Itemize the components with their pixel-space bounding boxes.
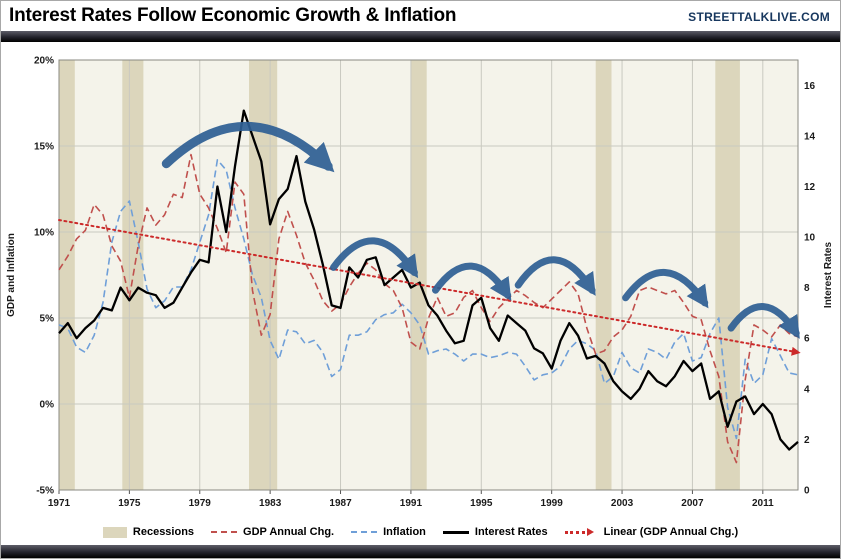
- legend-label-recessions: Recessions: [132, 526, 195, 538]
- x-tick-label: 1991: [400, 498, 423, 509]
- right-tick-label: 2: [804, 435, 810, 446]
- rates-line-swatch: [442, 530, 469, 534]
- plot-area: [59, 60, 798, 490]
- right-tick-label: 0: [804, 486, 810, 497]
- page-title: Interest Rates Follow Economic Growth & …: [9, 5, 457, 26]
- gdp-line: [58, 153, 799, 464]
- brand-watermark: STREETTALKLIVE.COM: [688, 10, 830, 24]
- right-tick-label: 8: [804, 283, 810, 294]
- legend-item-linear: Linear (GDP Annual Chg.): [564, 526, 739, 538]
- left-tick-label: 0%: [40, 400, 55, 411]
- trend-arrowhead-icon: [586, 528, 598, 536]
- top-divider-bar: [1, 31, 840, 42]
- legend-label-gdp: GDP Annual Chg.: [243, 526, 335, 538]
- legend-item-inflation: Inflation: [351, 526, 426, 538]
- right-tick-label: 10: [804, 233, 816, 244]
- x-tick-label: 1983: [259, 498, 282, 509]
- recession-band: [410, 60, 427, 490]
- plot-border: [58, 59, 799, 491]
- x-tick-label: 2011: [752, 498, 774, 509]
- left-tick-label: 10%: [34, 228, 54, 239]
- x-tick-label: 1995: [470, 498, 493, 509]
- trend-line: [58, 219, 801, 356]
- chart-canvas: 1971 1975 1979 1983 1987 1991 1995 1999 2003 2007…: [6, 56, 834, 510]
- legend-label-inflation: Inflation: [383, 526, 426, 538]
- right-tick-label: 16: [804, 81, 816, 92]
- legend-label-linear: Linear (GDP Annual Chg.): [603, 526, 739, 538]
- left-axis-title: GDP and Inflation: [6, 233, 17, 317]
- x-tick-label: 1999: [541, 498, 564, 509]
- gdp-line-swatch: [211, 531, 238, 533]
- legend: Recessions GDP Annual Chg. Inflation Int…: [1, 519, 840, 545]
- recession-band: [595, 60, 612, 490]
- right-tick-label: 12: [804, 182, 816, 193]
- annotation-arrow: [727, 303, 800, 339]
- x-tick-label: 1987: [329, 498, 352, 509]
- annotation-arrow: [432, 262, 512, 301]
- x-tick-label: 1979: [189, 498, 212, 509]
- left-tick-label: 15%: [34, 142, 54, 153]
- left-tick-label: 5%: [40, 314, 55, 325]
- recession-swatch: [102, 526, 127, 538]
- x-tick-label: 2003: [611, 498, 634, 509]
- trend-line-swatch: [564, 530, 585, 534]
- annotation-arrow: [330, 237, 419, 279]
- annotation-arrow: [161, 121, 335, 173]
- x-tick-label: 2007: [681, 498, 704, 509]
- legend-item-rates: Interest Rates: [442, 526, 548, 538]
- left-tick-label: 20%: [34, 56, 54, 67]
- recession-band: [715, 60, 740, 490]
- bottom-divider-bar: [1, 545, 840, 558]
- right-axis-title: Interest Rates: [823, 241, 834, 308]
- annotation-arrow: [514, 256, 596, 296]
- legend-item-gdp: GDP Annual Chg.: [211, 526, 334, 538]
- inflation-line-swatch: [351, 531, 378, 533]
- right-tick-label: 4: [804, 384, 810, 395]
- recession-band: [59, 60, 75, 490]
- right-tick-label: 6: [804, 334, 810, 345]
- x-tick-label: 1971: [48, 498, 71, 509]
- right-tick-label: 14: [804, 131, 816, 142]
- left-tick-label: -5%: [36, 486, 54, 497]
- legend-label-rates: Interest Rates: [474, 526, 548, 538]
- annotation-arrow: [622, 268, 709, 309]
- legend-item-recessions: Recessions: [102, 526, 195, 538]
- rates-line: [58, 109, 799, 451]
- x-tick-label: 1975: [118, 498, 141, 509]
